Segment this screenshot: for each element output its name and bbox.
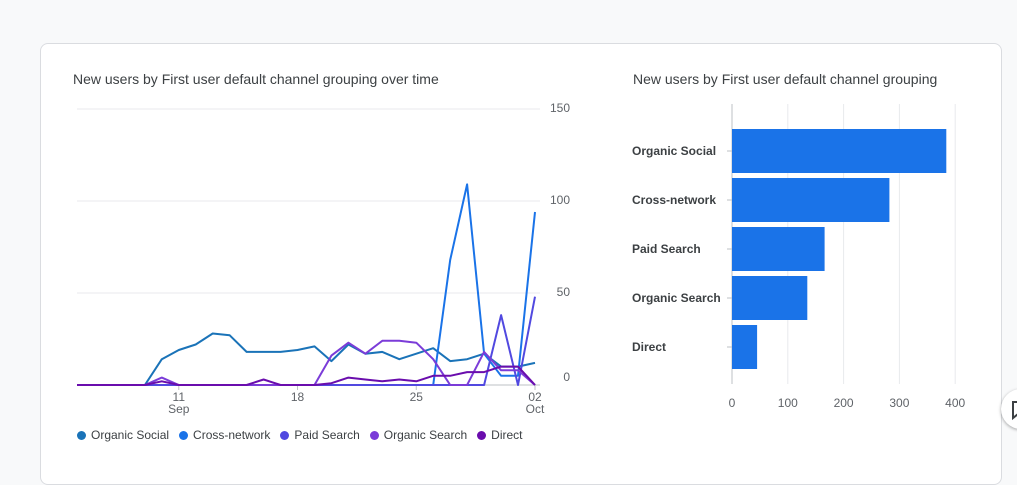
- line-y-tick-label: 100: [550, 193, 570, 207]
- legend-label: Direct: [491, 428, 523, 442]
- legend-label: Paid Search: [294, 428, 360, 442]
- bar-cross-network[interactable]: [732, 178, 890, 222]
- legend-label: Cross-network: [193, 428, 271, 442]
- line-x-tick-label: 11: [173, 390, 186, 404]
- legend-swatch: [280, 430, 290, 440]
- legend-item[interactable]: Organic Search: [369, 428, 468, 442]
- bar-category-label: Organic Social: [632, 144, 716, 158]
- bar-chart: 0 100 200 300 400 Organic Social Cross-network…: [632, 104, 966, 410]
- line-y-tick-label: 50: [557, 285, 571, 299]
- bar-paid-search[interactable]: [732, 227, 825, 271]
- feedback-icon: [1012, 401, 1017, 421]
- line-x-tick-sublabel: Oct: [526, 402, 545, 416]
- line-chart-legend: Organic Social Cross-network Paid Search Or…: [77, 428, 523, 442]
- legend-item[interactable]: Direct: [477, 428, 523, 442]
- feedback-button[interactable]: [1001, 389, 1017, 429]
- line-y-tick-label: 150: [550, 101, 570, 115]
- bar-x-tick-label: 0: [729, 396, 736, 410]
- bar-category-label: Cross-network: [632, 193, 716, 207]
- bar-chart-title: New users by First user default channel …: [633, 71, 938, 87]
- line-x-tick-label: 02: [528, 390, 542, 404]
- bar-direct[interactable]: [732, 325, 758, 369]
- legend-label: Organic Social: [91, 428, 170, 442]
- line-x-tick-label: 25: [410, 390, 424, 404]
- legend-item[interactable]: Cross-network: [179, 428, 270, 442]
- line-series-direct: [77, 365, 536, 386]
- legend-swatch: [77, 430, 86, 440]
- legend-label: Organic Search: [383, 428, 468, 442]
- bar-x-tick-label: 300: [889, 396, 909, 410]
- report-card: New users by First user default channel …: [40, 43, 1002, 485]
- line-y-tick-label: 0: [563, 370, 570, 384]
- bar-organic-social[interactable]: [732, 129, 947, 173]
- bar-x-tick-label: 100: [778, 396, 798, 410]
- legend-swatch: [179, 430, 189, 440]
- legend-item[interactable]: Paid Search: [280, 428, 360, 442]
- line-x-tick-label: 18: [291, 390, 305, 404]
- line-x-tick-sublabel: Sep: [168, 402, 190, 416]
- bar-organic-search[interactable]: [732, 276, 808, 320]
- legend-swatch: [477, 430, 487, 440]
- bar-category-label: Paid Search: [632, 242, 701, 256]
- line-chart-title: New users by First user default channel …: [73, 71, 439, 87]
- legend-item[interactable]: Organic Social: [77, 428, 169, 442]
- bar-category-label: Direct: [632, 340, 666, 354]
- line-series-organic-social: [77, 332, 536, 386]
- bar-category-label: Organic Search: [632, 291, 721, 305]
- bar-x-tick-label: 400: [945, 396, 965, 410]
- bar-x-tick-label: 200: [834, 396, 854, 410]
- legend-swatch: [369, 430, 379, 440]
